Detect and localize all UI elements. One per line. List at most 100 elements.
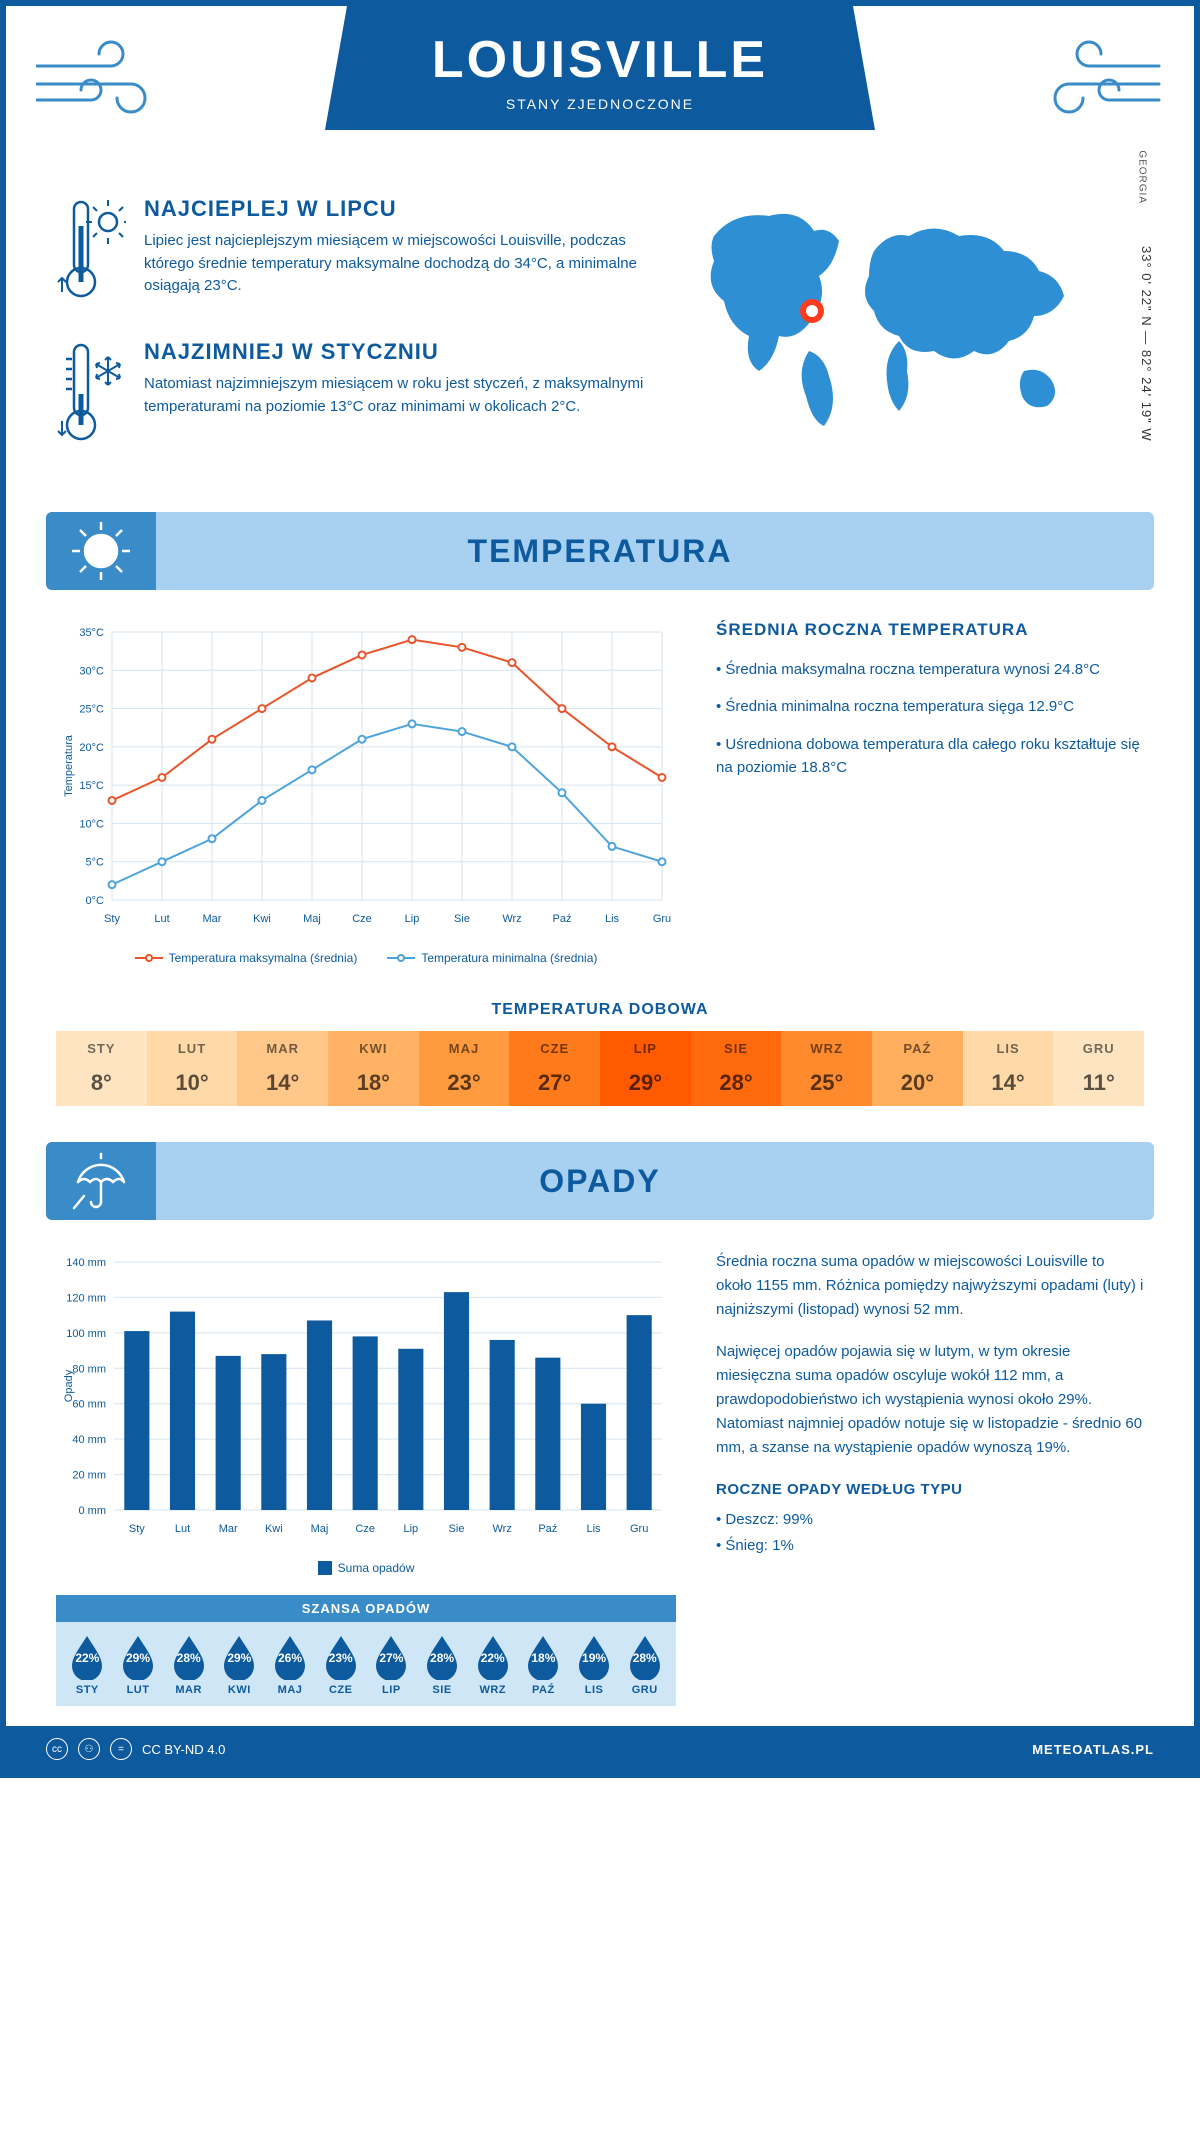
temperature-legend: Temperatura maksymalna (średnia)Temperat… [56,951,676,965]
daily-value: 29° [600,1064,691,1096]
drop-icon: 19% [575,1632,613,1680]
daily-month: SIE [691,1041,782,1064]
svg-text:30°C: 30°C [79,665,104,677]
legend-label: Temperatura maksymalna (średnia) [169,951,358,965]
drop-icon: 29% [220,1632,258,1680]
daily-value: 23° [419,1064,510,1096]
daily-value: 20° [872,1064,963,1096]
svg-text:Mar: Mar [219,1523,238,1535]
umbrella-icon [46,1142,156,1220]
svg-text:Sie: Sie [454,913,470,925]
drop-icon: 28% [170,1632,208,1680]
drop-icon: 28% [423,1632,461,1680]
drop-icon: 27% [372,1632,410,1680]
temperature-chart: 0°C5°C10°C15°C20°C25°C30°C35°CStyLutMarK… [56,620,676,965]
chance-month: LUT [113,1684,164,1696]
daily-value: 14° [237,1064,328,1096]
svg-text:Lip: Lip [403,1523,418,1535]
precip-left: 0 mm20 mm40 mm60 mm80 mm100 mm120 mm140 … [56,1250,676,1706]
svg-text:Lis: Lis [586,1523,601,1535]
map-block: GEORGIA 33° 0' 22" N — 82° 24' 19" W [684,196,1144,482]
header-banner: LOUISVILLE STANY ZJEDNOCZONE [325,6,875,130]
svg-text:15°C: 15°C [79,780,104,792]
daily-month: MAR [237,1041,328,1064]
svg-text:10°C: 10°C [79,818,104,830]
daily-month: PAŹ [872,1041,963,1064]
thermometer-cold-icon [56,339,126,454]
chance-cell: 29% LUT [113,1632,164,1696]
chance-pct: 22% [75,1651,99,1665]
chance-cell: 27% LIP [366,1632,417,1696]
precip-type-bullet: • Deszcz: 99% [716,1508,1144,1532]
footer: cc ⚇ = CC BY-ND 4.0 METEOATLAS.PL [6,1726,1194,1772]
chance-pct: 28% [633,1651,657,1665]
precip-band: OPADY [46,1142,1154,1220]
daily-month: MAJ [419,1041,510,1064]
daily-cell: SIE28° [691,1031,782,1106]
chance-title: SZANSA OPADÓW [56,1595,676,1622]
svg-text:Lis: Lis [605,913,620,925]
svg-text:Lut: Lut [154,913,169,925]
daily-temp-grid: STY8°LUT10°MAR14°KWI18°MAJ23°CZE27°LIP29… [56,1031,1144,1106]
daily-value: 8° [56,1064,147,1096]
chance-pct: 26% [278,1651,302,1665]
svg-text:Maj: Maj [311,1523,329,1535]
temperature-band: TEMPERATURA [46,512,1154,590]
precip-legend: Suma opadów [56,1561,676,1575]
by-icon: ⚇ [78,1738,100,1760]
svg-text:Kwi: Kwi [253,913,271,925]
svg-text:Opady: Opady [63,1369,75,1402]
daily-month: STY [56,1041,147,1064]
precip-text: Średnia roczna suma opadów w miejscowośc… [716,1250,1144,1706]
chance-cell: 22%STY [62,1632,113,1696]
chance-month: SIE [417,1684,468,1696]
svg-text:5°C: 5°C [86,857,105,869]
wind-icon-right [1034,36,1164,126]
svg-text:120 mm: 120 mm [66,1292,106,1304]
chance-pct: 27% [379,1651,403,1665]
chance-pct: 29% [227,1651,251,1665]
sun-icon [46,512,156,590]
precip-content: 0 mm20 mm40 mm60 mm80 mm100 mm120 mm140 … [6,1220,1194,1726]
chance-box: SZANSA OPADÓW 22%STY29%LUT28%MAR29%KWI26… [56,1595,676,1706]
chance-row: 22%STY29%LUT28%MAR29%KWI26%MAJ23%CZE27%L… [56,1622,676,1706]
daily-cell: MAR14° [237,1031,328,1106]
chance-month: MAJ [265,1684,316,1696]
svg-text:35°C: 35°C [79,627,104,639]
svg-text:Mar: Mar [203,913,222,925]
temp-info-bullet: • Średnia maksymalna roczna temperatura … [716,658,1144,681]
svg-text:Sty: Sty [129,1523,145,1535]
svg-text:20 mm: 20 mm [72,1470,106,1482]
svg-text:140 mm: 140 mm [66,1257,106,1269]
intro-left: NAJCIEPLEJ W LIPCU Lipiec jest najcieple… [56,196,654,482]
svg-text:Lut: Lut [175,1523,190,1535]
daily-month: LIP [600,1041,691,1064]
license-text: CC BY-ND 4.0 [142,1742,225,1757]
chance-pct: 18% [531,1651,555,1665]
chance-month: KWI [214,1684,265,1696]
legend-item: Temperatura maksymalna (średnia) [135,951,358,965]
daily-cell: MAJ23° [419,1031,510,1106]
svg-text:80 mm: 80 mm [72,1363,106,1375]
daily-cell: LUT10° [147,1031,238,1106]
daily-cell: PAŹ20° [872,1031,963,1106]
svg-text:25°C: 25°C [79,704,104,716]
chance-cell: 28% SIE [417,1632,468,1696]
temp-info-title: ŚREDNIA ROCZNA TEMPERATURA [716,620,1144,640]
chance-cell: 22%WRZ [467,1632,518,1696]
hot-block: NAJCIEPLEJ W LIPCU Lipiec jest najcieple… [56,196,654,311]
hot-text: Lipiec jest najcieplejszym miesiącem w m… [144,230,654,298]
chance-cell: 28%GRU [619,1632,670,1696]
daily-month: CZE [509,1041,600,1064]
chance-cell: 18%PAŹ [518,1632,569,1696]
svg-text:Temperatura: Temperatura [63,734,75,797]
daily-value: 28° [691,1064,782,1096]
svg-text:Cze: Cze [352,913,372,925]
chance-pct: 29% [126,1651,150,1665]
daily-cell: CZE27° [509,1031,600,1106]
svg-text:Wrz: Wrz [492,1523,511,1535]
chance-month: LIP [366,1684,417,1696]
daily-cell: STY8° [56,1031,147,1106]
precip-p2: Najwięcej opadów pojawia się w lutym, w … [716,1340,1144,1460]
drop-icon: 22% [474,1632,512,1680]
